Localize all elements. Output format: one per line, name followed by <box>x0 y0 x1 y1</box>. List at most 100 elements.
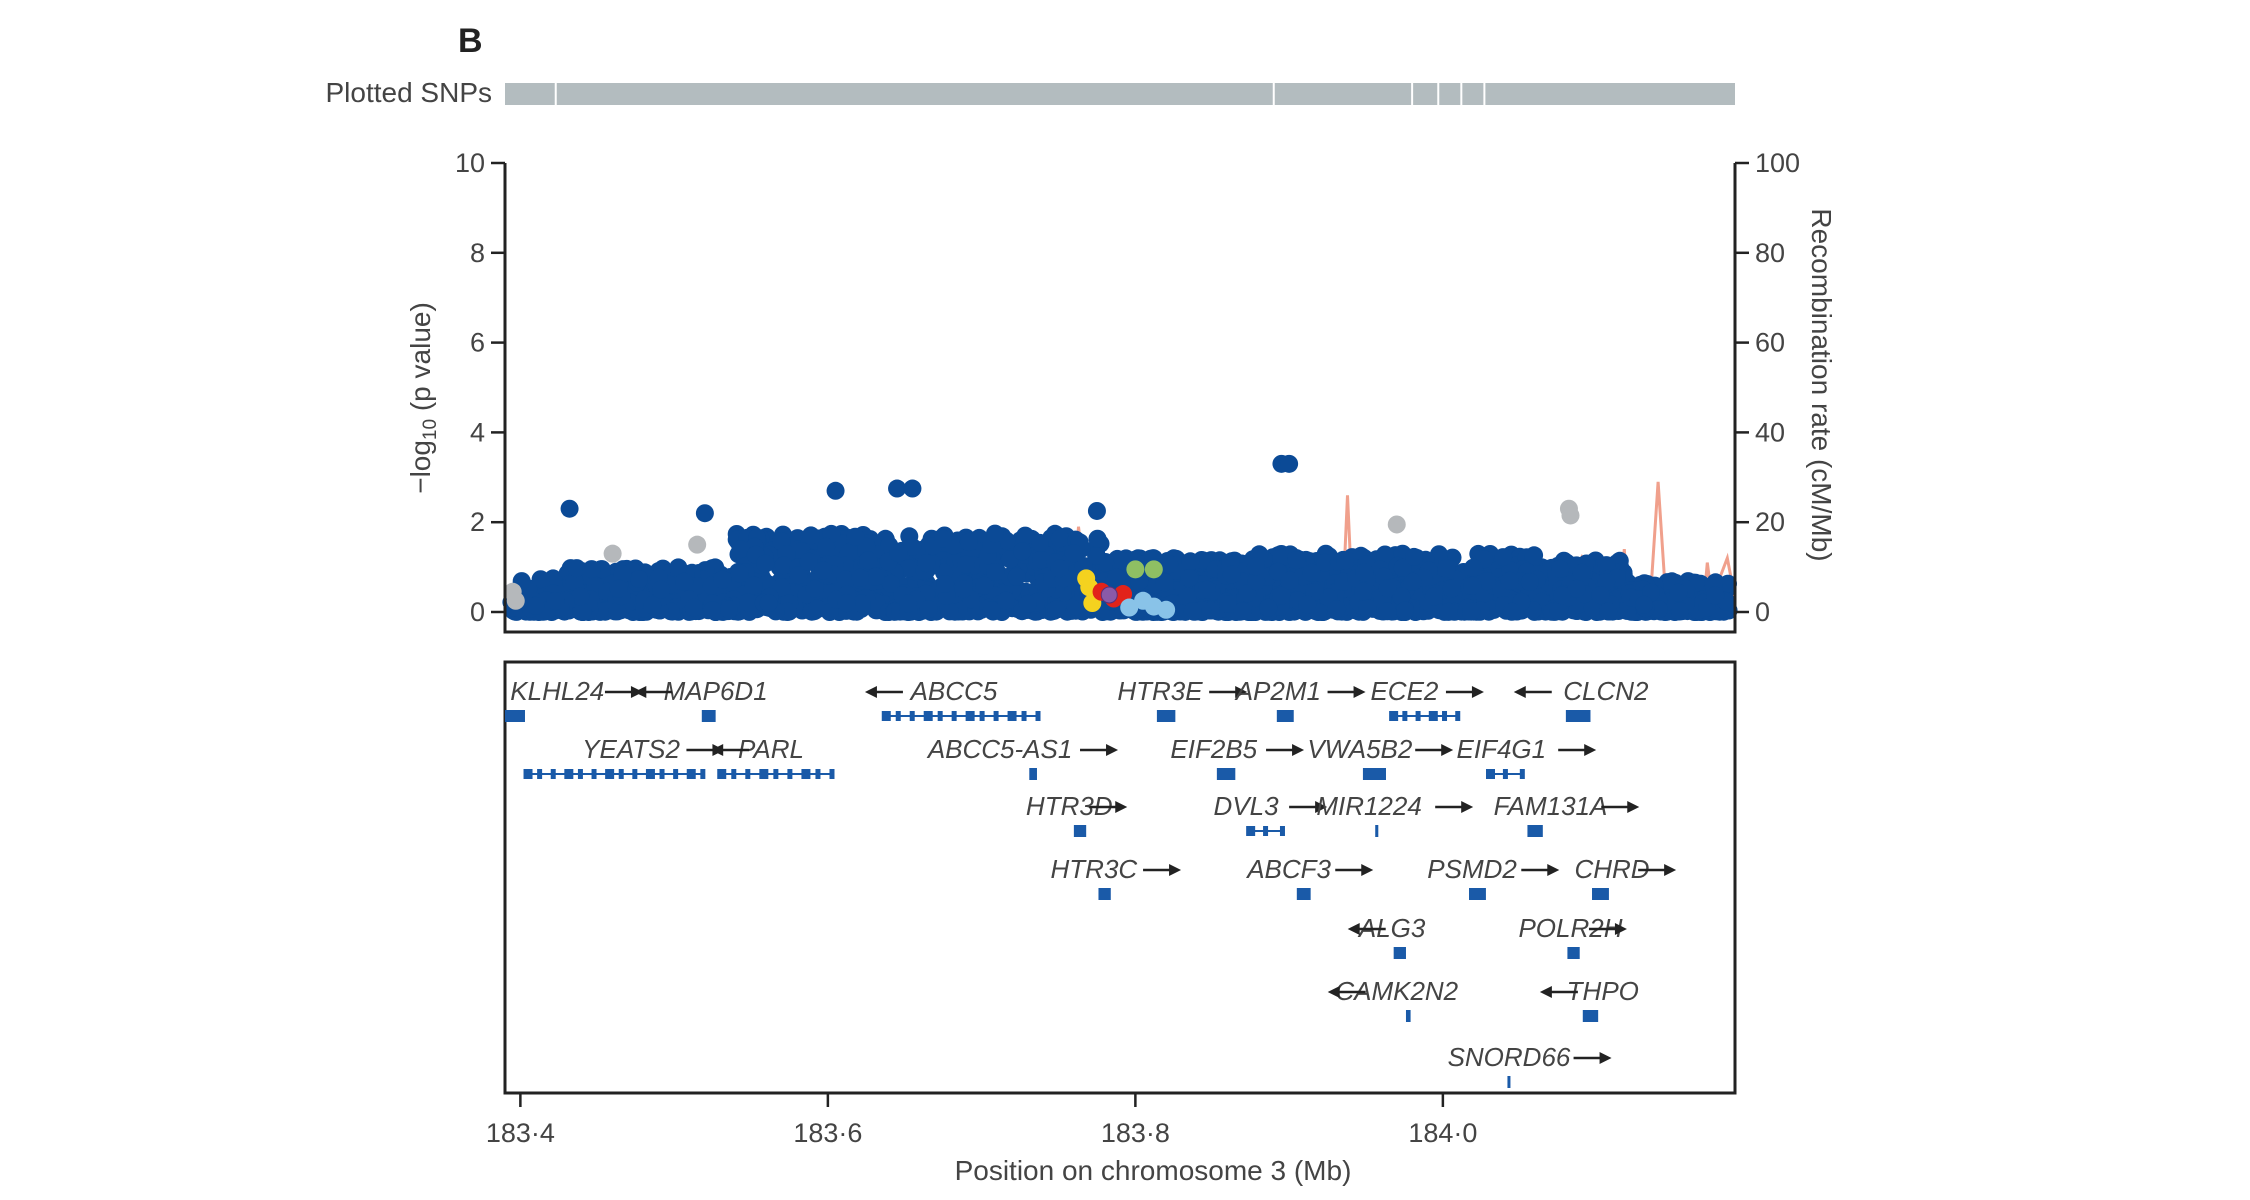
gene-exon <box>951 711 957 721</box>
gene-body <box>1216 768 1236 780</box>
snp-point <box>1553 586 1572 605</box>
snp-point <box>1502 602 1521 621</box>
gene-exon <box>993 711 999 721</box>
snp-point <box>1031 533 1049 552</box>
snp-point <box>1567 579 1586 598</box>
snp-point <box>1050 559 1069 578</box>
y-left-tick-label: 0 <box>470 597 485 627</box>
gene-label: MAP6D1 <box>664 676 768 706</box>
gene-label: PSMD2 <box>1427 854 1517 884</box>
plotted-snps-track <box>505 83 1735 105</box>
gene-exon <box>965 711 975 721</box>
gene-exon <box>1279 826 1285 836</box>
snp-point <box>1007 567 1026 586</box>
snp-point <box>899 594 918 613</box>
snp-point <box>1405 547 1423 566</box>
snp-point <box>957 555 975 574</box>
gene-arrowhead <box>1292 744 1305 756</box>
gene-arrowhead <box>1353 686 1366 698</box>
gene-arrowhead <box>1361 864 1374 876</box>
gene-exon <box>895 711 901 721</box>
y-right-tick-label: 20 <box>1755 507 1785 537</box>
gene-exon <box>1389 711 1399 721</box>
gene-body <box>505 710 525 722</box>
snp-point <box>1671 602 1689 621</box>
snp-point <box>1157 600 1176 619</box>
snp-point <box>1246 557 1265 576</box>
gene-label: THPO <box>1567 976 1639 1006</box>
gene-exon <box>632 769 638 779</box>
gene-arrowhead <box>1614 923 1627 935</box>
gene-exon <box>618 769 624 779</box>
gene-exon <box>686 769 696 779</box>
gene-exon <box>1455 711 1461 721</box>
snp-point <box>506 591 525 610</box>
gene-exon <box>923 711 933 721</box>
snp-point <box>1272 586 1291 605</box>
gene-arrowhead <box>1539 986 1552 998</box>
gene-label: AP2M1 <box>1234 676 1321 706</box>
gene-body <box>1362 768 1386 780</box>
gene-body <box>1393 947 1406 959</box>
snp-point <box>652 580 671 599</box>
gene-exon <box>577 769 583 779</box>
snp-point <box>837 594 856 613</box>
gene-track-frame <box>503 660 1737 1095</box>
snp-point <box>1088 529 1107 548</box>
snp-point <box>1439 602 1458 621</box>
gene-exon <box>1007 711 1017 721</box>
snp-point <box>595 602 613 620</box>
snp-point <box>739 593 758 612</box>
gene-label: VWA5B2 <box>1307 734 1413 764</box>
gene-exon <box>773 769 779 779</box>
gene-exon <box>759 769 769 779</box>
gene-arrowhead <box>1115 801 1128 813</box>
gene-label: HTR3C <box>1051 854 1138 884</box>
y-left-tick-label: 8 <box>470 238 485 268</box>
snp-point <box>609 579 628 598</box>
snp-point <box>975 576 994 595</box>
snp-point <box>817 537 836 556</box>
snp-point <box>799 552 818 571</box>
snp-point <box>882 574 900 593</box>
snp-point <box>836 570 855 589</box>
snp-point <box>582 560 601 579</box>
gene-exon <box>1519 769 1525 779</box>
gene-body <box>1565 710 1591 722</box>
snp-point <box>1126 560 1145 579</box>
gene-exon <box>1035 711 1041 721</box>
snp-point <box>1316 553 1334 572</box>
gene-label: ECE2 <box>1370 676 1438 706</box>
gene-body <box>1029 768 1037 780</box>
gene-arrowhead <box>864 686 877 698</box>
gene-exon <box>1428 711 1438 721</box>
gene-arrowhead <box>1235 686 1248 698</box>
snp-point <box>954 580 973 599</box>
snp-point <box>1107 568 1126 587</box>
snp-point <box>1087 501 1106 520</box>
snp-point <box>1463 576 1482 595</box>
snp-point <box>630 570 648 588</box>
snp-point <box>1050 529 1069 548</box>
snp-point <box>546 592 565 611</box>
snp-point <box>1494 548 1513 567</box>
lead-snp-point <box>1100 586 1118 604</box>
gene-exon <box>1502 769 1508 779</box>
gene-exon <box>801 769 811 779</box>
snp-point <box>573 602 592 621</box>
snp-point <box>560 499 579 518</box>
gene-label: FAM131A <box>1494 791 1608 821</box>
gene-arrowhead <box>1315 801 1328 813</box>
snp-point <box>959 532 978 551</box>
gene-label: EIF4G1 <box>1457 734 1547 764</box>
gene-exon <box>550 769 556 779</box>
gene-body <box>1098 888 1111 900</box>
snp-point <box>1087 546 1106 565</box>
gene-arrowhead <box>1461 801 1474 813</box>
gene-exon <box>659 769 665 779</box>
gene-label: MIR1224 <box>1316 791 1422 821</box>
snp-point <box>731 540 750 559</box>
gene-exon <box>591 769 597 779</box>
snp-point <box>997 591 1015 610</box>
